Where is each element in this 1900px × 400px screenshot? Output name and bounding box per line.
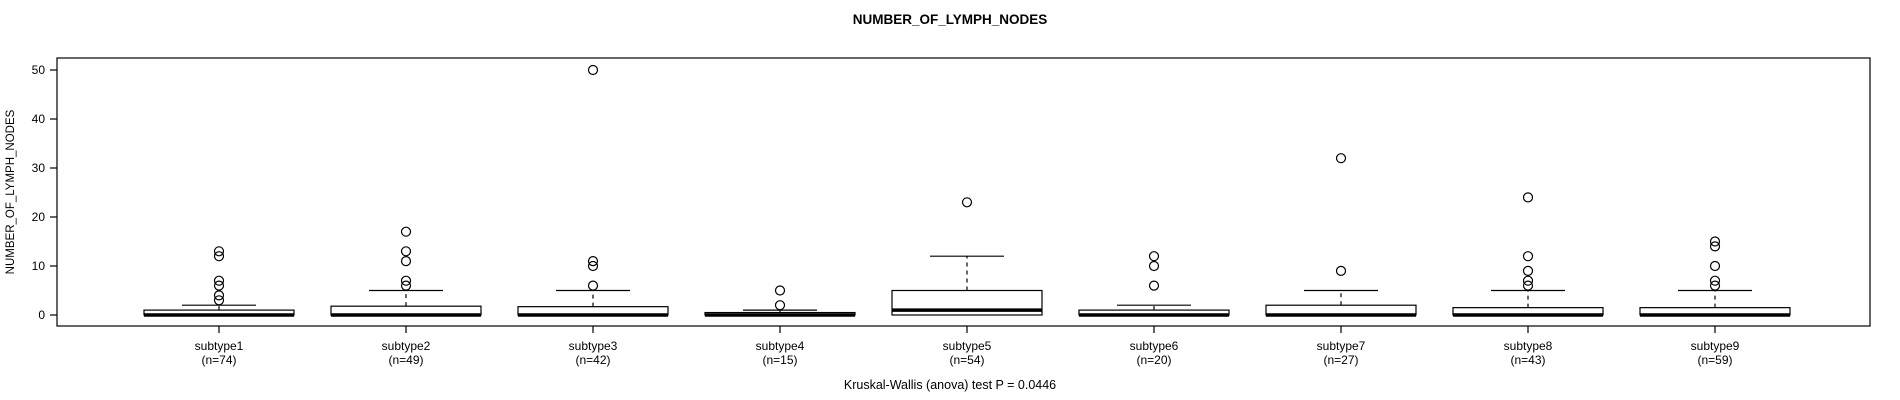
boxplot-subtype4-outlier [774,285,786,296]
boxplot-subtype9-outlier [1709,280,1721,291]
x-label-subtype8: subtype8 [1504,339,1553,353]
x-label-subtype8-count: (n=43) [1510,353,1545,367]
boxplot-subtype2-outlier [400,246,412,257]
boxplot-subtype1-outlier [213,251,225,262]
boxplot-subtype3-outlier [587,256,599,267]
x-label-subtype1: subtype1 [195,339,244,353]
x-label-subtype9: subtype9 [1691,339,1740,353]
plot-area: 0 10 20 30 40 50 subtype1(n=74) subtype2(n=49) s… [32,57,1871,367]
boxplot-subtype2-outlier [400,280,412,291]
boxplot-subtype8-outlier [1522,280,1534,291]
plot-frame [56,57,1871,327]
boxplot-subtype9-outlier [1709,260,1721,272]
x-label-subtype4: subtype4 [756,339,805,353]
x-label-subtype7: subtype7 [1317,339,1366,353]
boxplot-subtype7-outlier [1335,153,1347,164]
boxplot-subtype2-outlier [400,275,412,286]
x-label-subtype6-count: (n=20) [1136,353,1171,367]
boxplot-subtype9-outlier [1709,241,1721,252]
x-label-subtype5-count: (n=54) [949,353,984,367]
boxplot-subtype8-outlier [1522,275,1534,286]
x-label-subtype3: subtype3 [569,339,618,353]
boxplot-subtype1-outlier [213,280,225,291]
boxplot-subtype5-outlier [961,197,973,208]
boxplot-subtype6-outlier [1148,280,1160,291]
y-tick-label: 0 [38,308,45,322]
boxplot-subtype8-outlier [1522,251,1534,262]
boxplot-subtype1-outlier [213,290,225,301]
boxplot-subtype6-outlier [1148,260,1160,272]
x-label-subtype3-count: (n=42) [575,353,610,367]
x-label-subtype4-count: (n=15) [762,353,797,367]
boxplot-subtype3-outlier [587,64,599,76]
x-label-subtype1-count: (n=74) [201,353,236,367]
boxplot-subtype7-outlier [1335,265,1347,276]
boxplot-subtype8-outlier [1522,265,1534,276]
stat-test-caption: Kruskal-Wallis (anova) test P = 0.0446 [844,378,1056,392]
x-label-subtype6: subtype6 [1130,339,1179,353]
y-tick-label: 50 [32,63,46,77]
boxplot-subtype6-outlier [1148,251,1160,262]
y-tick-label: 10 [32,259,46,273]
boxplot-subtype1-outlier [213,295,225,306]
x-label-subtype7-count: (n=27) [1323,353,1358,367]
boxplot-subtype3-outlier [587,280,599,291]
boxplot-subtype1-outlier [213,275,225,286]
y-tick-label: 30 [32,161,46,175]
boxplot-subtype3-outlier [587,260,599,272]
chart-title: NUMBER_OF_LYMPH_NODES [853,12,1048,27]
x-label-subtype2-count: (n=49) [388,353,423,367]
y-axis-label: NUMBER_OF_LYMPH_NODES [5,109,17,274]
boxplot-subtype9-outlier [1709,236,1721,247]
boxplot-subtype9-outlier [1709,275,1721,286]
boxplot-subtype1-outlier [213,246,225,257]
y-tick-label: 40 [32,112,46,126]
boxplot-subtype4-outlier [774,300,786,311]
boxplot-subtype2-outlier [400,256,412,267]
x-label-subtype2: subtype2 [382,339,431,353]
x-label-subtype9-count: (n=59) [1697,353,1732,367]
x-label-subtype5: subtype5 [943,339,992,353]
boxplot-subtype8-outlier [1522,192,1534,203]
y-tick-label: 20 [32,210,46,224]
boxplot-subtype2-outlier [400,226,412,237]
